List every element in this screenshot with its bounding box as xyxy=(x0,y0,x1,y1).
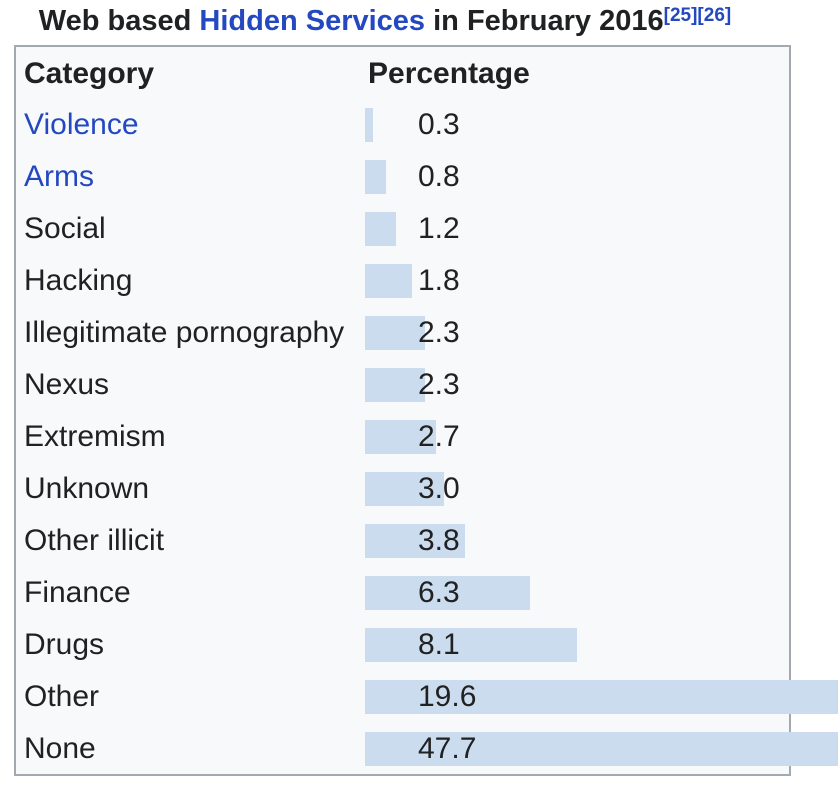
table-row: Illegitimate pornography 2.3 xyxy=(16,307,789,359)
percentage-value: 1.2 xyxy=(418,212,460,245)
percentage-value: 19.6 xyxy=(418,680,477,713)
percentage-bar xyxy=(365,576,531,610)
category-label-none: None xyxy=(24,732,96,765)
hidden-services-link[interactable]: Hidden Services xyxy=(199,5,426,37)
title-prefix: Web based xyxy=(38,5,200,37)
table-row: Unknown 3.0 xyxy=(16,463,789,515)
percentage-value: 0.3 xyxy=(418,108,460,141)
table-row: Arms 0.8 xyxy=(16,151,789,203)
percentage-bar xyxy=(365,420,436,454)
table-row: Other 19.6 xyxy=(16,671,838,723)
percentage-bar xyxy=(365,680,838,714)
table-row: Violence 0.3 xyxy=(16,99,789,151)
column-header-percentage: Percentage xyxy=(368,57,530,90)
category-label-social: Social xyxy=(24,212,106,245)
category-link-arms[interactable]: Arms xyxy=(24,160,94,193)
percentage-value: 6.3 xyxy=(418,576,460,609)
category-label-other-illicit: Other illicit xyxy=(24,524,165,557)
reference-26-link[interactable]: [26] xyxy=(697,5,732,26)
title-suffix: in February 2016 xyxy=(425,5,664,37)
table-row: Social 1.2 xyxy=(16,203,789,255)
reference-25-link[interactable]: [25] xyxy=(663,5,698,26)
column-header-category: Category xyxy=(24,57,155,90)
category-label-hacking: Hacking xyxy=(24,264,133,297)
percentage-bar xyxy=(365,160,386,194)
percentage-value: 2.3 xyxy=(418,316,460,349)
percentage-value: 0.8 xyxy=(418,160,460,193)
category-label-nexus: Nexus xyxy=(24,368,110,401)
category-label-drugs: Drugs xyxy=(24,628,105,661)
bar-table: Category Percentage Violence 0.3 Arms 0.… xyxy=(14,45,838,776)
table-header-row: Category Percentage xyxy=(16,47,789,99)
percentage-bar xyxy=(365,368,426,402)
percentage-bar xyxy=(365,212,397,246)
percentage-bar xyxy=(365,108,373,142)
percentage-value: 47.7 xyxy=(418,732,477,765)
percentage-value: 3.0 xyxy=(418,472,460,505)
percentage-value: 3.8 xyxy=(418,524,460,557)
chart-title: Web based Hidden Services in February 20… xyxy=(0,0,770,45)
category-label-unknown: Unknown xyxy=(24,472,150,505)
category-label-finance: Finance xyxy=(24,576,131,609)
table-row: Extremism 2.7 xyxy=(16,411,789,463)
category-label-illegitimate-pornography: Illegitimate pornography xyxy=(24,316,345,349)
table-row: Other illicit 3.8 xyxy=(16,515,789,567)
percentage-bar xyxy=(365,264,413,298)
table-row: Finance 6.3 xyxy=(16,567,789,619)
table-row: Drugs 8.1 xyxy=(16,619,789,671)
percentage-bar xyxy=(365,628,578,662)
percentage-value: 1.8 xyxy=(418,264,460,297)
table-row: Hacking 1.8 xyxy=(16,255,789,307)
category-link-violence[interactable]: Violence xyxy=(24,108,139,141)
percentage-value: 2.3 xyxy=(418,368,460,401)
percentage-bar xyxy=(365,316,426,350)
percentage-bar xyxy=(365,732,838,766)
percentage-value: 8.1 xyxy=(418,628,460,661)
category-label-other: Other xyxy=(24,680,100,713)
percentage-bar xyxy=(365,472,444,506)
table-row: Nexus 2.3 xyxy=(16,359,789,411)
percentage-bar xyxy=(365,524,465,558)
table-row: None 47.7 xyxy=(16,723,838,775)
percentage-value: 2.7 xyxy=(418,420,460,453)
category-label-extremism: Extremism xyxy=(24,420,166,453)
